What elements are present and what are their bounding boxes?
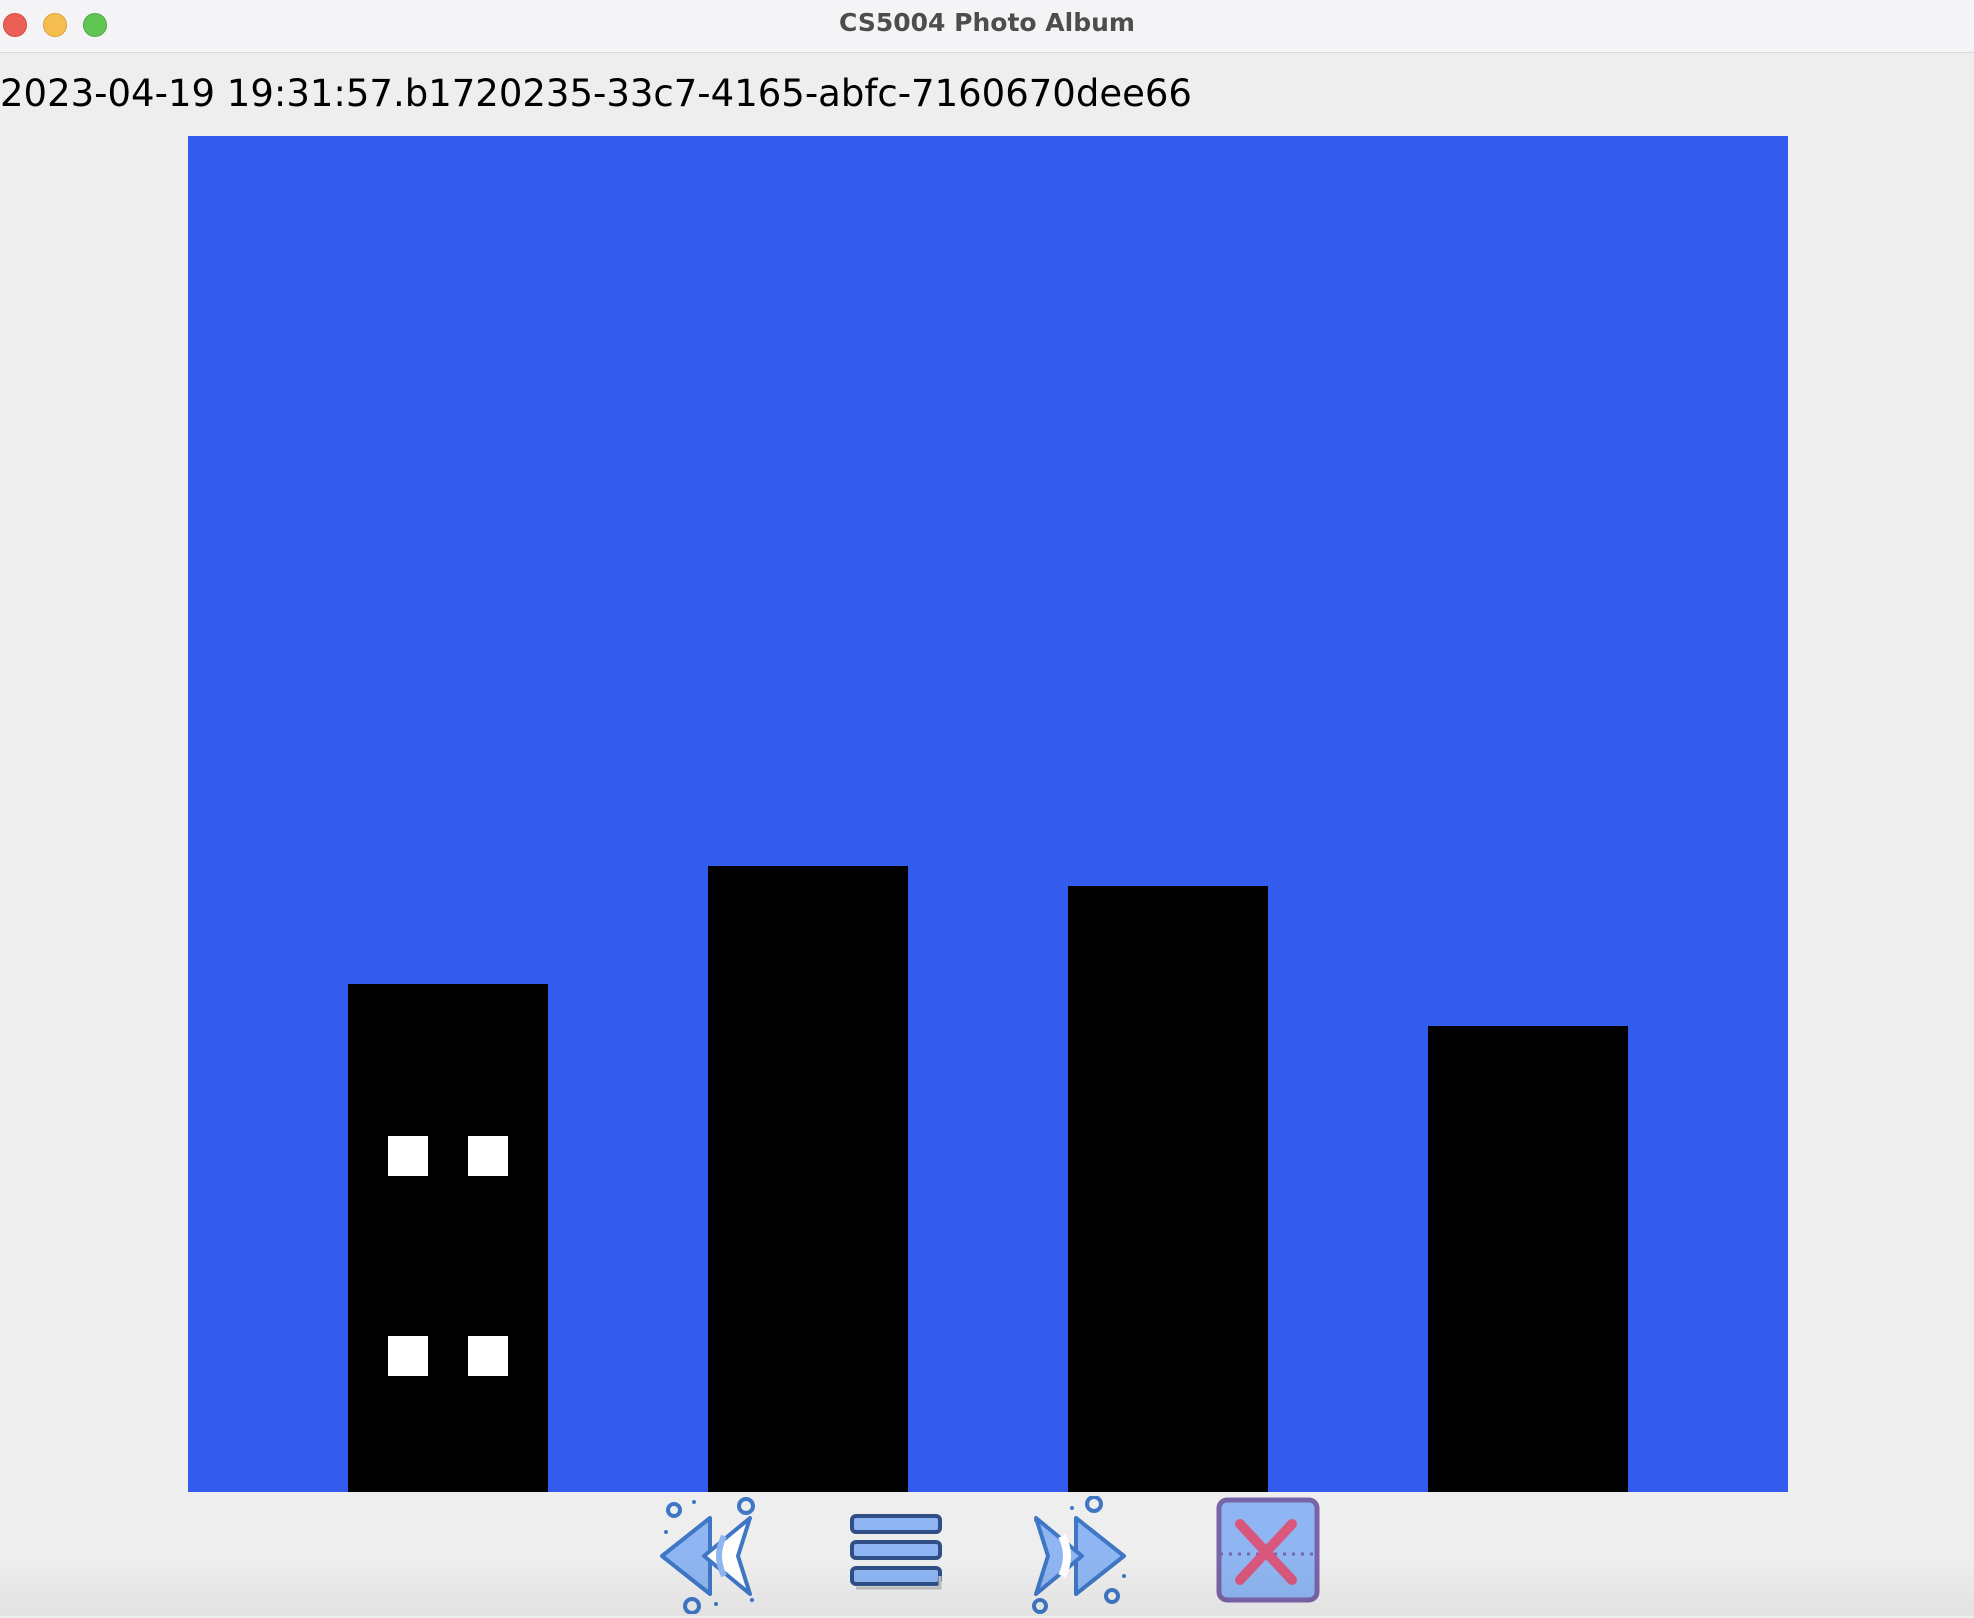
- window-bottom-shadow: [0, 1556, 1974, 1616]
- building-window: [468, 1136, 508, 1176]
- building-window: [388, 1136, 428, 1176]
- photo-canvas: [188, 136, 1788, 1492]
- building-2: [708, 866, 908, 1492]
- rewind-icon: [660, 1497, 755, 1615]
- minimize-window-button[interactable]: [43, 13, 67, 37]
- close-window-button[interactable]: [3, 13, 27, 37]
- building-4: [1428, 1026, 1628, 1492]
- building-window: [388, 1336, 428, 1376]
- maximize-window-button[interactable]: [83, 13, 107, 37]
- close-x-icon: [1216, 1497, 1320, 1603]
- menu-icon: [850, 1514, 942, 1590]
- next-button[interactable]: [1022, 1495, 1134, 1614]
- window-title: CS5004 Photo Album: [839, 8, 1135, 37]
- building-window: [468, 1336, 508, 1376]
- building-1: [348, 984, 548, 1492]
- list-button[interactable]: [846, 1496, 946, 1604]
- building-3: [1068, 886, 1268, 1492]
- previous-button[interactable]: [654, 1496, 764, 1615]
- exit-button[interactable]: [1216, 1496, 1320, 1604]
- fast-forward-icon: [1032, 1495, 1126, 1614]
- snapshot-id-label: 2023-04-19 19:31:57.b1720235-33c7-4165-a…: [0, 72, 1192, 115]
- title-bar: CS5004 Photo Album: [0, 0, 1974, 53]
